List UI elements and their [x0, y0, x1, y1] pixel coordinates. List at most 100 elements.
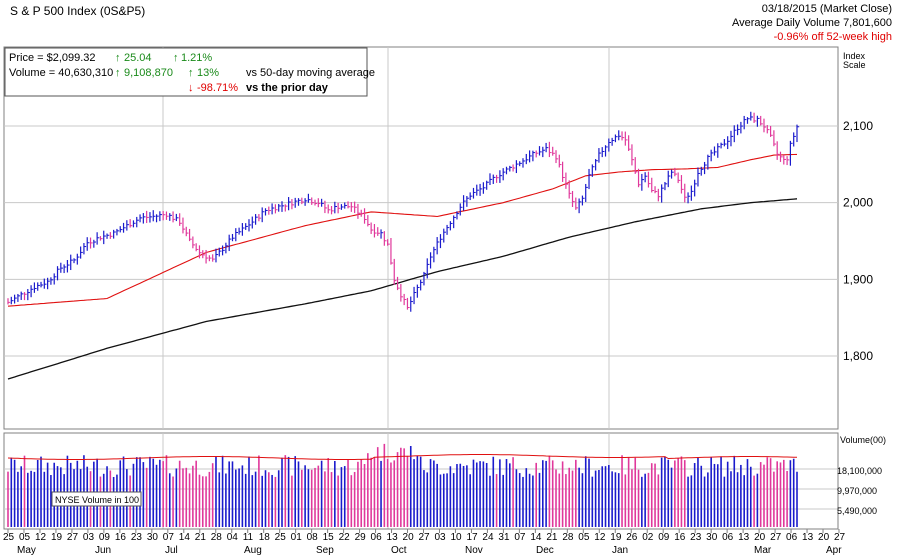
x-day-label: 11 — [243, 532, 254, 543]
volume-pct-up-icon: ↑ — [188, 67, 194, 79]
x-day-label: 24 — [482, 532, 494, 543]
market-close-date: 03/18/2015 (Market Close) — [761, 3, 892, 15]
x-day-label: 06 — [722, 532, 734, 543]
x-day-label: 27 — [770, 532, 782, 543]
prior-pct: -98.71% — [197, 82, 238, 94]
x-day-label: 12 — [35, 532, 47, 543]
x-day-label: 18 — [259, 532, 271, 543]
x-day-label: 04 — [227, 532, 239, 543]
off-52-week-high: -0.96% off 52-week high — [773, 31, 892, 43]
ma50-line — [7, 153, 798, 307]
volume-bars — [7, 443, 798, 527]
x-month-label: May — [17, 545, 36, 556]
price-axis-ticks: 2,100 2,000 1,900 1,800 — [843, 119, 873, 363]
x-day-label: 25 — [275, 532, 287, 543]
x-day-label: 21 — [546, 532, 558, 543]
x-month-label: Oct — [391, 545, 407, 556]
x-day-label: 02 — [642, 532, 654, 543]
info-box — [4, 47, 368, 97]
x-day-label: 13 — [738, 532, 750, 543]
x-day-label: 23 — [131, 532, 143, 543]
x-day-label: 20 — [818, 532, 830, 543]
x-day-label: 14 — [530, 532, 542, 543]
x-day-label: 27 — [67, 532, 79, 543]
x-month-label: Nov — [465, 545, 483, 556]
ma200-path — [7, 198, 798, 380]
x-day-label: 16 — [115, 532, 127, 543]
x-month-label: Jun — [95, 545, 111, 556]
x-day-label: 28 — [562, 532, 574, 543]
volume-pct: 13% — [197, 67, 219, 79]
header-info: 03/18/2015 (Market Close) Average Daily … — [732, 2, 892, 44]
x-day-label: 20 — [403, 532, 415, 543]
x-day-label: 27 — [834, 532, 846, 543]
x-day-label: 14 — [179, 532, 191, 543]
x-day-label: 19 — [610, 532, 622, 543]
vs-50day-label: vs 50-day moving average — [246, 67, 375, 79]
x-day-label: 30 — [706, 532, 718, 543]
price-change: 25.04 — [124, 52, 152, 64]
index-scale-label-1: Index — [843, 51, 866, 61]
x-month-label: Jan — [612, 545, 628, 556]
x-day-label: 30 — [147, 532, 159, 543]
price-change-up-icon: ↑ — [115, 52, 121, 64]
price-tick-label: 2,000 — [843, 196, 873, 210]
volume-axis-label: Volume(00) — [840, 435, 886, 445]
x-day-label: 06 — [371, 532, 383, 543]
nyse-volume-box — [51, 491, 142, 507]
x-day-label: 23 — [690, 532, 702, 543]
x-month-label: Dec — [536, 545, 554, 556]
volume-tick-label: 9,970,000 — [837, 486, 877, 496]
ma50-path — [7, 153, 798, 307]
x-day-label: 03 — [83, 532, 95, 543]
x-day-label: 07 — [163, 532, 175, 543]
vs-prior-label: vs the prior day — [246, 82, 329, 94]
x-day-label: 22 — [339, 532, 351, 543]
x-day-label: 15 — [323, 532, 335, 543]
x-month-label: Jul — [165, 545, 178, 556]
price-pct: 1.21% — [181, 52, 212, 64]
x-day-label: 09 — [99, 532, 111, 543]
x-day-label: 25 — [3, 532, 15, 543]
x-month-label: Aug — [244, 545, 262, 556]
index-scale-label-2: Scale — [843, 60, 866, 70]
volume-tick-label: 5,490,000 — [837, 506, 877, 516]
x-day-label: 07 — [514, 532, 526, 543]
volume-label: Volume = 40,630,310 — [9, 67, 113, 79]
x-day-label: 20 — [754, 532, 766, 543]
price-pct-up-icon: ↑ — [173, 52, 179, 64]
x-day-label: 08 — [307, 532, 319, 543]
x-day-label: 10 — [450, 532, 462, 543]
x-month-label: Apr — [826, 545, 842, 556]
volume-tick-label: 18,100,000 — [837, 466, 882, 476]
price-tick-label: 2,100 — [843, 119, 873, 133]
volume-change-up-icon: ↑ — [115, 67, 121, 79]
x-day-label: 13 — [387, 532, 399, 543]
x-day-label: 05 — [19, 532, 31, 543]
x-day-label: 13 — [802, 532, 814, 543]
x-day-label: 06 — [786, 532, 798, 543]
x-day-label: 01 — [291, 532, 303, 543]
ma200-line — [7, 198, 798, 380]
x-day-label: 03 — [434, 532, 446, 543]
price-label: Price = $2,099.32 — [9, 52, 96, 64]
nyse-volume-label: NYSE Volume in 100 — [55, 495, 139, 505]
x-day-label: 29 — [355, 532, 367, 543]
x-day-label: 12 — [594, 532, 606, 543]
x-day-label: 17 — [466, 532, 478, 543]
volume-change: 9,108,870 — [124, 67, 173, 79]
x-day-label: 21 — [195, 532, 207, 543]
price-tick-label: 1,800 — [843, 349, 873, 363]
x-month-label: Sep — [316, 545, 334, 556]
volume-avg-line — [7, 454, 798, 460]
x-day-label: 16 — [674, 532, 686, 543]
price-tick-label: 1,900 — [843, 272, 873, 286]
x-day-label: 27 — [419, 532, 431, 543]
x-day-label: 05 — [578, 532, 590, 543]
volume-axis-ticks: 18,100,000 9,970,000 5,490,000 — [837, 466, 882, 516]
x-axis-ticks: 25 05 12 19 27 03 09 16 23 30 07 14 21 28 04 11 18 25 01 08… — [3, 528, 846, 556]
x-month-label: Mar — [754, 545, 772, 556]
price-bars — [7, 111, 800, 312]
x-day-label: 28 — [211, 532, 223, 543]
